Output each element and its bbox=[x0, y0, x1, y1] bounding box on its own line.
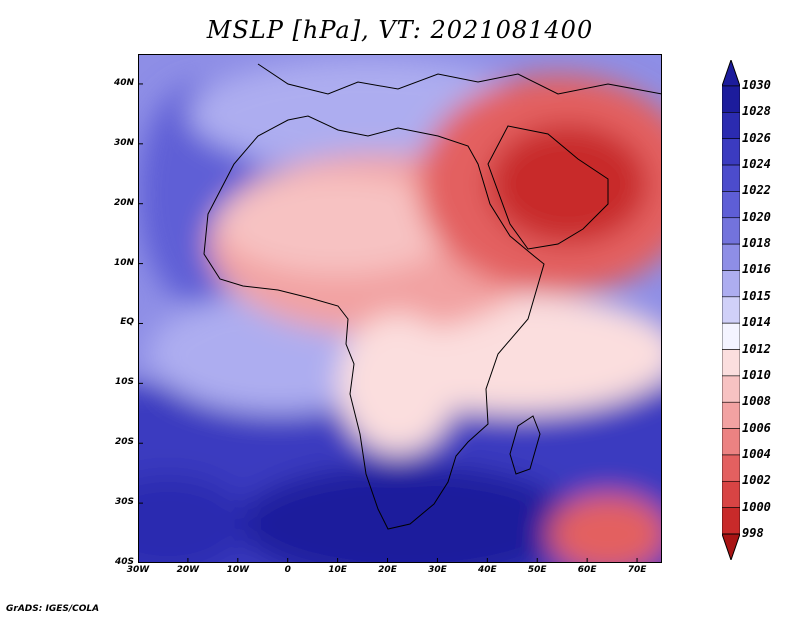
colorbar-label-1004: 1004 bbox=[742, 446, 771, 461]
colorbar-label-1020: 1020 bbox=[742, 209, 771, 224]
colorbar-segment bbox=[722, 322, 740, 350]
pressure-map bbox=[138, 54, 662, 563]
ylabel-20s: 20S bbox=[114, 437, 134, 448]
colorbar-segment bbox=[722, 428, 740, 456]
xlabel-20w: 20W bbox=[176, 565, 200, 575]
colorbar-segment bbox=[722, 85, 740, 113]
colorbar-segment bbox=[722, 375, 740, 403]
xlabel-30w: 30W bbox=[126, 565, 150, 575]
colorbar-label-1002: 1002 bbox=[742, 473, 771, 488]
ylabel-eq: EQ bbox=[120, 317, 134, 328]
colorbar-segment bbox=[722, 191, 740, 219]
ylabel-10n: 10N bbox=[113, 257, 134, 268]
xlabel-60e: 60E bbox=[577, 565, 597, 575]
colorbar-bottom-arrow bbox=[722, 533, 740, 560]
colorbar-label-1016: 1016 bbox=[742, 262, 771, 277]
colorbar-segment bbox=[722, 401, 740, 429]
colorbar-segment bbox=[722, 217, 740, 245]
footer-credit: GrADS: IGES/COLA bbox=[6, 604, 100, 614]
xlabel-20e: 20E bbox=[378, 565, 397, 575]
xlabel-30e: 30E bbox=[428, 565, 447, 575]
colorbar-segment bbox=[722, 507, 740, 535]
europe-coastline bbox=[257, 63, 662, 95]
pressure-field bbox=[138, 59, 662, 563]
xlabel-10e: 10E bbox=[328, 565, 347, 575]
colorbar-label-1030: 1030 bbox=[742, 78, 771, 92]
colorbar-label-1015: 1015 bbox=[742, 288, 771, 303]
colorbar-label-1026: 1026 bbox=[742, 130, 771, 145]
colorbar-segment bbox=[722, 296, 740, 324]
colorbar-label-1018: 1018 bbox=[742, 236, 771, 251]
colorbar-label-1014: 1014 bbox=[742, 315, 771, 330]
ylabel-10s: 10S bbox=[114, 377, 134, 388]
colorbar-segment bbox=[722, 480, 740, 508]
coastline bbox=[203, 115, 545, 530]
colorbar-segment bbox=[722, 243, 740, 271]
axis-ticks bbox=[138, 83, 638, 563]
colorbar-label-1008: 1008 bbox=[742, 394, 771, 409]
ylabel-20n: 20N bbox=[113, 197, 134, 208]
xlabel-10w: 10W bbox=[226, 565, 250, 575]
colorbar-top-arrow bbox=[722, 60, 740, 87]
colorbar-segment bbox=[722, 270, 740, 298]
arabia-coastline bbox=[487, 125, 609, 250]
colorbar-label-1024: 1024 bbox=[742, 157, 771, 172]
ylabel-30s: 30S bbox=[114, 497, 134, 508]
madagascar-coastline bbox=[509, 415, 541, 475]
ylabel-30n: 30N bbox=[113, 137, 134, 148]
colorbar-label-1012: 1012 bbox=[742, 341, 771, 356]
colorbar-segment bbox=[722, 112, 740, 140]
map-frame bbox=[138, 54, 662, 563]
xlabel-0: 0 bbox=[284, 565, 291, 575]
colorbar-label-998: 998 bbox=[742, 526, 764, 540]
ylabel-40n: 40N bbox=[113, 77, 134, 88]
xlabel-40e: 40E bbox=[477, 565, 497, 575]
xlabel-70e: 70E bbox=[627, 565, 647, 575]
colorbar-segment bbox=[722, 349, 740, 377]
colorbar bbox=[722, 60, 740, 560]
colorbar-label-1000: 1000 bbox=[742, 499, 771, 514]
xlabel-50e: 50E bbox=[527, 565, 547, 575]
colorbar-segment bbox=[722, 138, 740, 166]
colorbar-label-1006: 1006 bbox=[742, 420, 771, 435]
colorbar-label-1010: 1010 bbox=[742, 367, 771, 382]
colorbar-label-1028: 1028 bbox=[742, 104, 771, 119]
colorbar-label-1022: 1022 bbox=[742, 183, 771, 198]
ylabel-40s: 40S bbox=[114, 557, 134, 567]
map-title: MSLP [hPa], VT: 2021081400 bbox=[206, 16, 594, 44]
colorbar-segment bbox=[722, 164, 740, 192]
colorbar-segment bbox=[722, 454, 740, 482]
